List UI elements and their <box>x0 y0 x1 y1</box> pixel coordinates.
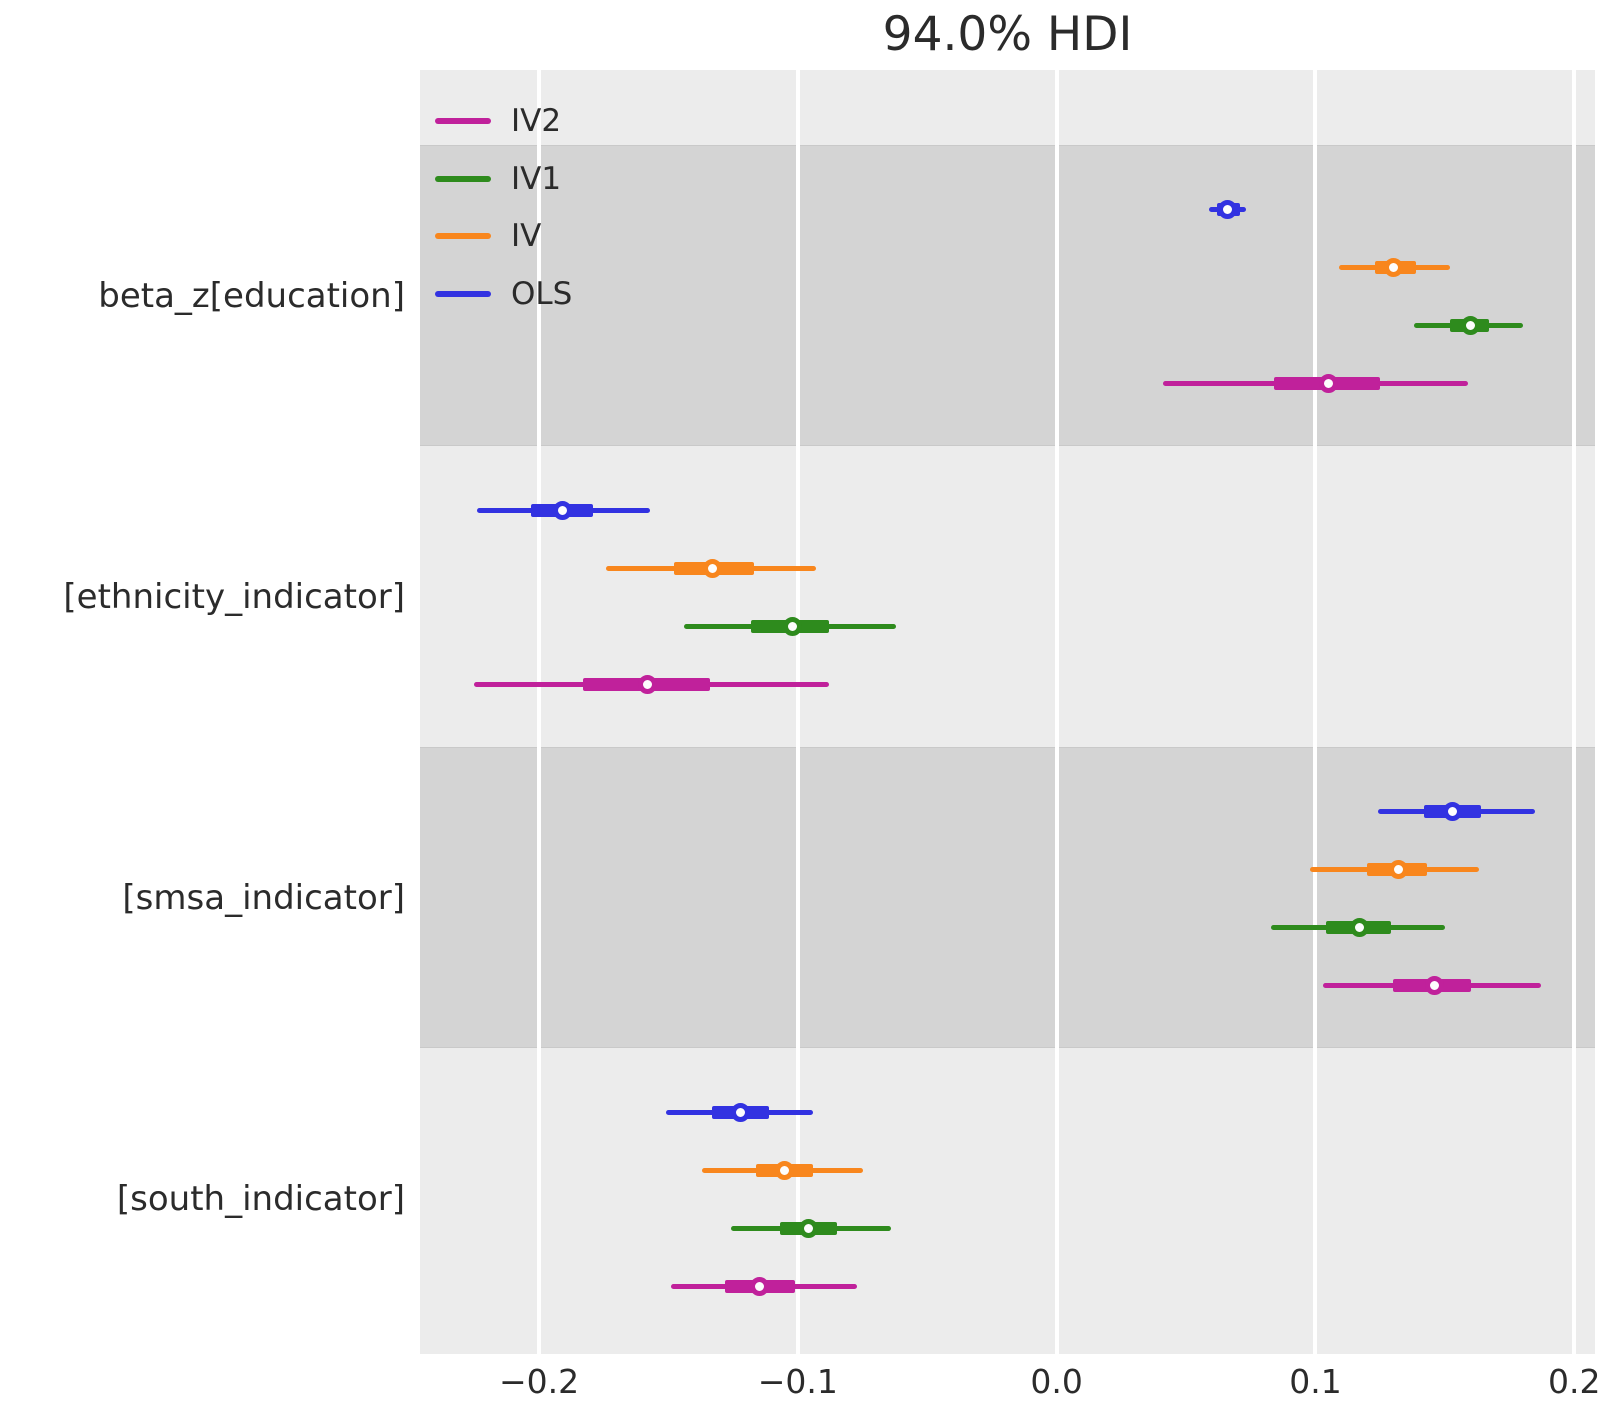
legend-line <box>435 233 491 239</box>
legend-label: IV <box>511 218 542 254</box>
median-dot <box>1383 257 1403 277</box>
median-dot <box>1388 859 1408 879</box>
gridline <box>1054 70 1059 1354</box>
y-axis-label: beta_z[education] <box>98 275 405 316</box>
median-dot <box>552 500 572 520</box>
gridline <box>1572 70 1577 1354</box>
legend-item: IV2 <box>420 103 670 139</box>
gridline <box>795 70 800 1354</box>
median-dot <box>638 674 658 694</box>
x-tick-label: 0.0 <box>1030 1362 1083 1401</box>
median-dot <box>775 1160 795 1180</box>
median-dot <box>1217 199 1237 219</box>
x-tick-label: −0.2 <box>498 1362 580 1401</box>
legend-label: IV1 <box>511 160 562 197</box>
variable-band <box>420 145 1595 446</box>
median-dot <box>731 1102 751 1122</box>
y-axis-label: [south_indicator] <box>116 1178 405 1219</box>
median-dot <box>702 558 722 578</box>
legend-label: IV2 <box>511 103 562 139</box>
legend-line <box>435 175 491 182</box>
y-axis-label: [smsa_indicator] <box>122 877 405 918</box>
gridline <box>537 70 542 1354</box>
median-dot <box>1443 801 1463 821</box>
legend-line <box>435 290 491 297</box>
x-tick-label: −0.1 <box>757 1362 838 1401</box>
median-dot <box>749 1276 769 1296</box>
x-tick-label: 0.1 <box>1289 1362 1342 1401</box>
x-tick-label: 0.2 <box>1548 1362 1601 1401</box>
median-dot <box>1425 975 1445 995</box>
median-dot <box>1461 315 1481 335</box>
median-dot <box>798 1218 818 1238</box>
variable-band <box>420 747 1595 1048</box>
y-axis-label: [ethnicity_indicator] <box>63 576 405 617</box>
legend-label: OLS <box>511 275 573 312</box>
legend-line <box>435 118 491 124</box>
plot-area: IV2 IV1 IV OLS <box>420 70 1595 1354</box>
median-dot <box>783 616 803 636</box>
gridline <box>1313 70 1318 1354</box>
chart-title: 94.0% HDI <box>882 7 1133 62</box>
legend-item: IV1 <box>420 161 670 197</box>
legend-item: IV <box>420 218 670 254</box>
legend-item: OLS <box>420 276 670 312</box>
median-dot <box>1318 373 1338 393</box>
median-dot <box>1349 917 1369 937</box>
